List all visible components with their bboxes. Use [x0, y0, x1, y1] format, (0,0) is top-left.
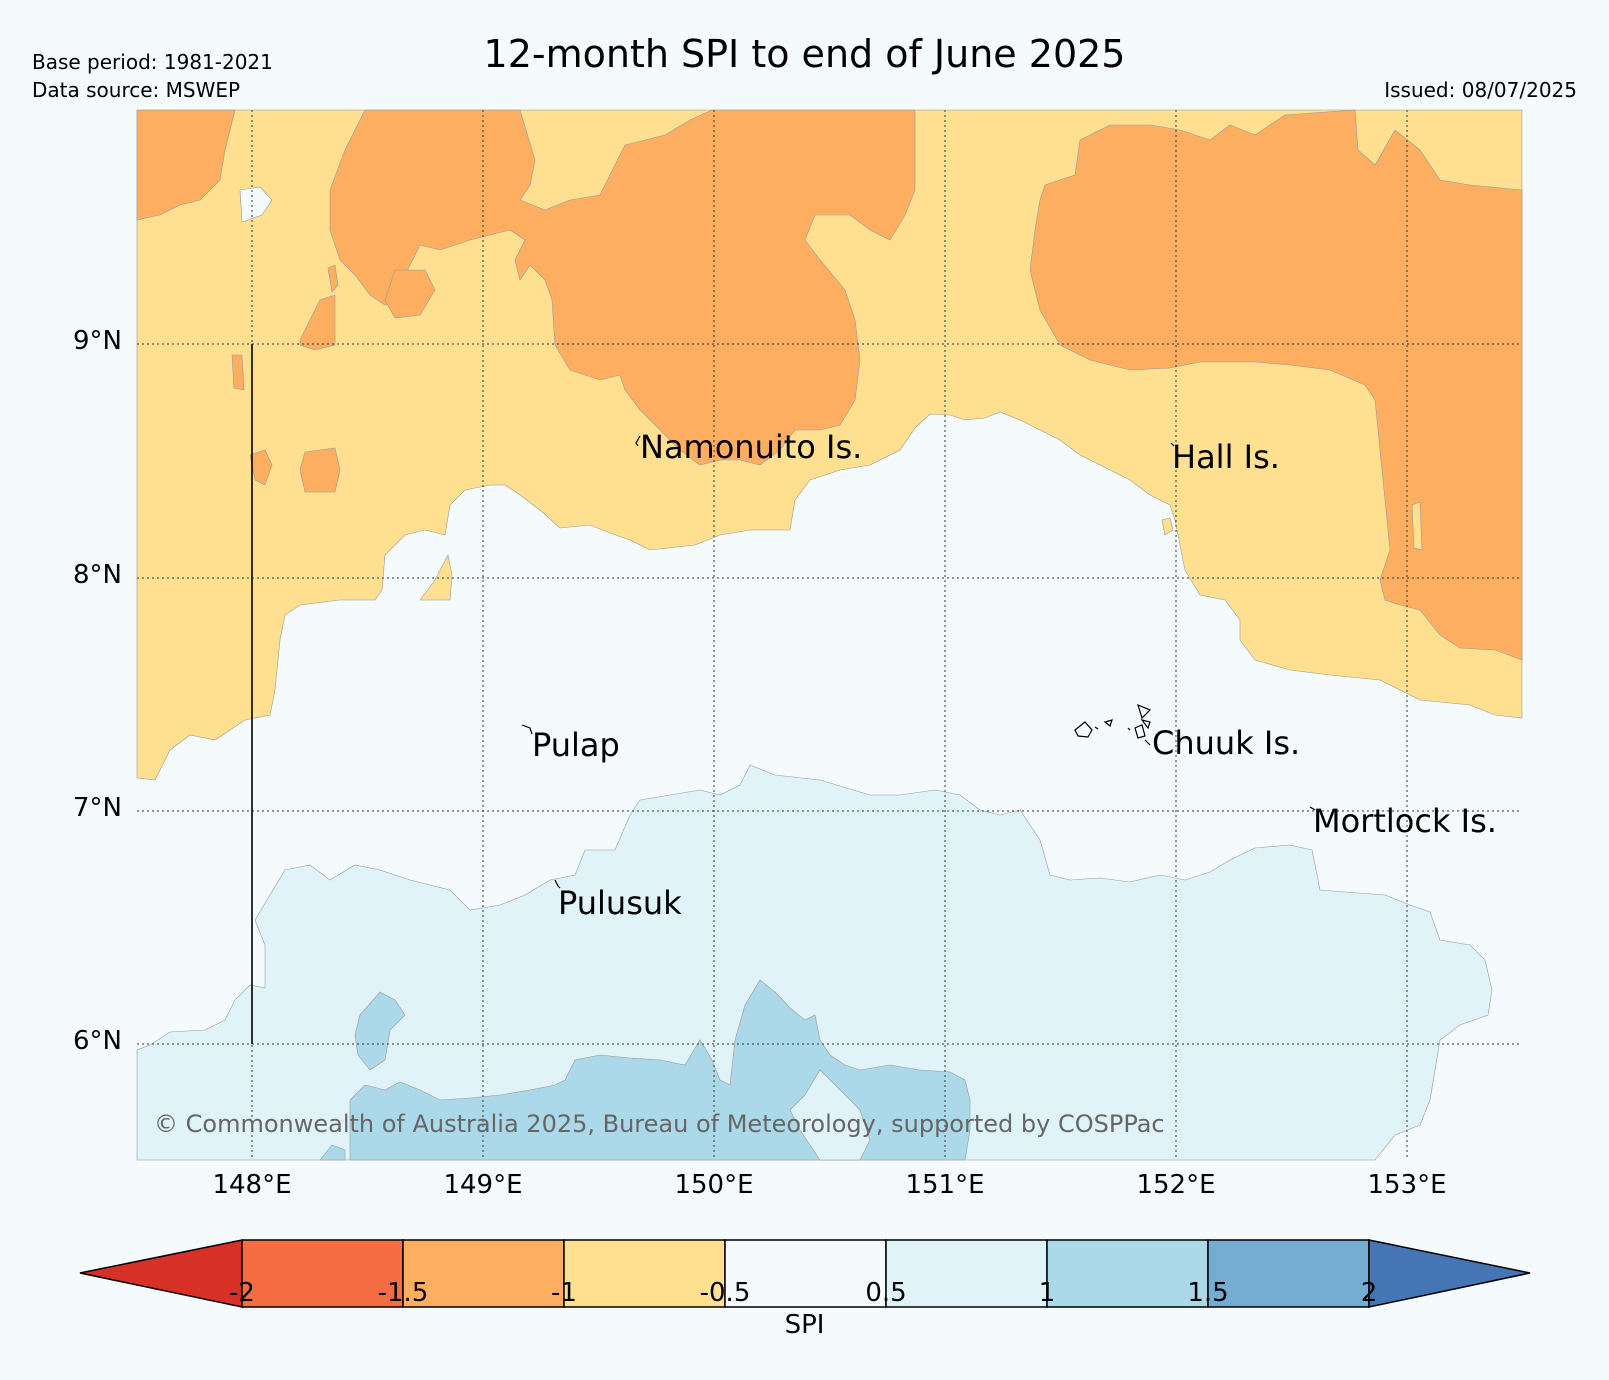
colorbar-tick-label: -0.5	[699, 1278, 751, 1308]
spi-region-dry-strong-small6	[299, 447, 341, 493]
spi-region-dry-strong-small1	[384, 269, 436, 319]
spi-region-dry-moderate-east-inset	[1411, 501, 1423, 551]
base-period-text: Base period: 1981-2021	[32, 50, 273, 74]
chuuk-island-4	[1134, 724, 1146, 739]
spi-region-dry-strong-small3	[327, 264, 339, 293]
chuuk-island-7	[1144, 739, 1151, 746]
colorbar-segment-0.5-1	[885, 1239, 1048, 1308]
colorbar-segment--1.5--1	[402, 1239, 565, 1308]
colorbar-title: SPI	[784, 1310, 825, 1340]
colorbar-tick-label: -2	[229, 1278, 255, 1308]
lat-label-6n: 6°N	[73, 1026, 122, 1056]
colorbar-tick-label: -1.5	[377, 1278, 429, 1308]
island-outlines	[521, 435, 1316, 889]
copyright-text: © Commonwealth of Australia 2025, Bureau…	[154, 1110, 1165, 1138]
map-area	[136, 109, 1523, 1161]
place-label-mortlock: Mortlock Is.	[1313, 802, 1497, 840]
place-label-chuuk: Chuuk Is.	[1152, 724, 1301, 762]
colorbar-segment-1-1.5	[1046, 1239, 1209, 1308]
chuuk-island-3	[1137, 703, 1152, 720]
spi-region-wet-moderate-inset	[789, 1069, 871, 1161]
place-label-hall: Hall Is.	[1172, 438, 1280, 476]
spi-region-dry-strong-small2	[299, 294, 336, 351]
chuuk-island-1	[1074, 721, 1093, 738]
colorbar-segment--2--1.5	[241, 1239, 404, 1308]
spi-region-dry-strong-north	[329, 109, 916, 466]
pulap-island	[521, 724, 533, 735]
colorbar-segment--1--0.5	[563, 1239, 726, 1308]
issued-date-text: Issued: 08/07/2025	[1384, 78, 1577, 102]
lon-label-153e: 153°E	[1367, 1170, 1447, 1200]
spi-region-normal-pocket	[239, 186, 273, 223]
spi-region-dry-strong-east	[1029, 109, 1523, 661]
data-source-text: Data source: MSWEP	[32, 78, 241, 102]
colorbar-tick-label: 2	[1360, 1278, 1378, 1308]
chuuk-island-5	[1140, 719, 1151, 730]
chuuk-island-2	[1103, 719, 1113, 728]
chuuk-island-6	[1127, 727, 1131, 731]
lat-label-9n: 9°N	[73, 326, 122, 356]
colorbar-tick-label: 1	[1038, 1278, 1056, 1308]
spi-region-dry-strong-small7	[419, 554, 453, 601]
hall-island	[1170, 442, 1175, 447]
lat-label-8n: 8°N	[73, 560, 122, 590]
colorbar-tick-label: -1	[551, 1278, 577, 1308]
spi-region-wet-strong-sw	[319, 1144, 346, 1161]
lon-label-148e: 148°E	[212, 1170, 292, 1200]
place-label-pulap: Pulap	[532, 726, 620, 764]
spi-region-dry-strong-small5	[249, 449, 273, 486]
spi-region-dry-moderate-dot	[1161, 517, 1174, 536]
colorbar	[79, 1239, 1531, 1308]
pulusuk-island	[554, 879, 561, 889]
spi-region-dry-strong-nw	[136, 109, 236, 221]
lon-label-149e: 149°E	[443, 1170, 523, 1200]
colorbar-tick-label: 0.5	[865, 1278, 907, 1308]
lon-label-150e: 150°E	[674, 1170, 754, 1200]
spi-region-wet-strong-blob	[354, 991, 406, 1071]
lon-label-152e: 152°E	[1136, 1170, 1216, 1200]
lat-label-7n: 7°N	[73, 793, 122, 823]
colorbar-segment-1.5-2	[1207, 1239, 1370, 1308]
mortlock-island	[1309, 806, 1316, 811]
lon-label-151e: 151°E	[905, 1170, 985, 1200]
colorbar-segment--0.5-0.5	[724, 1239, 887, 1308]
map-title: 12-month SPI to end of June 2025	[483, 32, 1126, 76]
colorbar-tick-label: 1.5	[1187, 1278, 1229, 1308]
namonuito-island	[635, 435, 641, 447]
colorbar-segment-above-2	[1368, 1239, 1531, 1308]
place-label-namonuito: Namonuito Is.	[640, 428, 863, 466]
spi-region-wet-moderate	[136, 764, 1493, 1161]
chuuk-island-8	[1094, 726, 1099, 730]
place-label-pulusuk: Pulusuk	[558, 884, 682, 922]
spi-region-dry-strong-small4	[231, 354, 245, 391]
